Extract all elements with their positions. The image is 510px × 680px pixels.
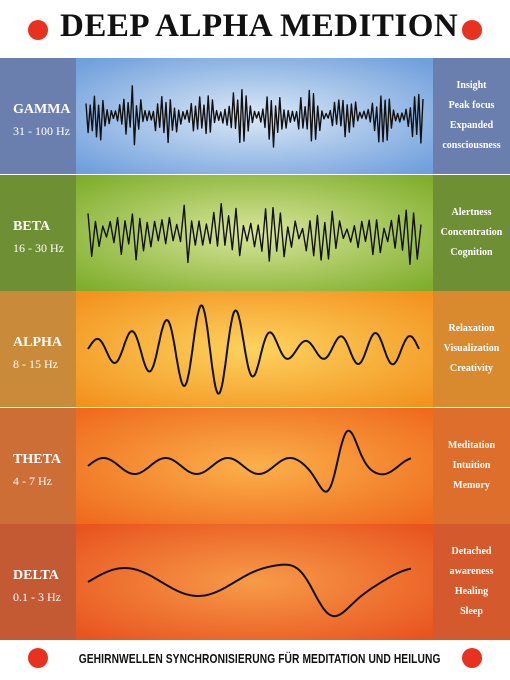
mental-state: Intuition xyxy=(452,460,491,471)
mental-state: Sleep xyxy=(460,606,483,617)
waveform-panel xyxy=(76,58,433,174)
wave-name: GAMMA xyxy=(13,102,71,117)
mental-state: Peak focus xyxy=(448,100,495,111)
mental-state: Meditation xyxy=(447,440,496,451)
wave-frequency: 8 - 15 Hz xyxy=(13,357,58,371)
waveform-line xyxy=(87,304,420,395)
mental-state: Relaxation xyxy=(448,323,495,334)
mental-state: awareness xyxy=(449,566,494,577)
waveform-line xyxy=(85,85,424,148)
mental-states-list: Alertness Concentration Cognition xyxy=(433,175,510,291)
band-alpha: ALPHA 8 - 15 Hz Relaxation Visualization Cre… xyxy=(0,291,510,407)
mental-state: Healing xyxy=(454,586,489,597)
mental-state: Alertness xyxy=(451,207,492,218)
bottom-left-dot xyxy=(28,648,48,668)
wave-name: BETA xyxy=(13,219,51,234)
wave-frequency: 31 - 100 Hz xyxy=(13,124,70,138)
band-label-panel: ALPHA 8 - 15 Hz xyxy=(0,291,76,407)
waveform-line xyxy=(87,563,412,618)
band-gamma: GAMMA 31 - 100 Hz Insight Peak focus Expande… xyxy=(0,58,510,174)
mental-state: Detached xyxy=(451,546,492,557)
top-left-dot xyxy=(28,20,48,40)
band-states-panel: Detached awareness Healing Sleep xyxy=(433,524,510,640)
band-delta: DELTA 0.1 - 3 Hz Detached awareness Healing S… xyxy=(0,524,510,640)
wave-frequency: 4 - 7 Hz xyxy=(13,474,52,488)
waveform-line xyxy=(87,203,422,265)
mental-state: Concentration xyxy=(440,227,503,238)
wave-frequency: 0.1 - 3 Hz xyxy=(13,590,61,604)
mental-state: Expanded xyxy=(449,120,494,131)
mental-states-list: Meditation Intuition Memory xyxy=(433,408,510,524)
mental-state: Visualization xyxy=(443,343,500,354)
band-label-panel: DELTA 0.1 - 3 Hz xyxy=(0,524,76,640)
waveform-panel xyxy=(76,291,433,407)
waveform-line xyxy=(87,429,412,493)
footer-caption: GEHIRNWELLEN SYNCHRONISIERUNG FÜR MEDITA… xyxy=(78,652,441,666)
waveform-panel xyxy=(76,524,433,640)
waveform-theta xyxy=(87,429,412,493)
band-theta: THETA 4 - 7 Hz Meditation Intuition Memory xyxy=(0,408,510,524)
bottom-right-dot xyxy=(462,648,482,668)
page-title: DEEP ALPHA MEDITION xyxy=(60,8,459,44)
mental-states-list: Detached awareness Healing Sleep xyxy=(433,524,510,640)
wave-frequency: 16 - 30 Hz xyxy=(13,241,64,255)
wave-name: DELTA xyxy=(13,568,59,583)
mental-states-list: Insight Peak focus Expanded consciousness xyxy=(433,58,510,174)
mental-state: Insight xyxy=(456,80,487,91)
band-label-panel: BETA 16 - 30 Hz xyxy=(0,175,76,291)
wave-name: THETA xyxy=(13,452,61,467)
top-right-dot xyxy=(462,20,482,40)
mental-state: Creativity xyxy=(449,363,494,374)
band-states-panel: Alertness Concentration Cognition xyxy=(433,175,510,291)
band-states-panel: Insight Peak focus Expanded consciousness xyxy=(433,58,510,174)
waveform-delta xyxy=(87,563,412,618)
mental-state: consciousness xyxy=(442,140,501,151)
waveform-beta xyxy=(87,203,422,265)
waveform-alpha xyxy=(87,304,420,395)
mental-states-list: Relaxation Visualization Creativity xyxy=(433,291,510,407)
band-beta: BETA 16 - 30 Hz Alertness Concentration Cogn… xyxy=(0,175,510,291)
band-states-panel: Meditation Intuition Memory xyxy=(433,408,510,524)
mental-state: Cognition xyxy=(450,247,493,258)
waveform-gamma xyxy=(85,85,424,148)
waveform-panel xyxy=(76,408,433,524)
mental-state: Memory xyxy=(453,480,490,491)
wave-name: ALPHA xyxy=(13,335,62,350)
waveform-panel xyxy=(76,175,433,291)
band-states-panel: Relaxation Visualization Creativity xyxy=(433,291,510,407)
band-label-panel: THETA 4 - 7 Hz xyxy=(0,408,76,524)
band-label-panel: GAMMA 31 - 100 Hz xyxy=(0,58,76,174)
